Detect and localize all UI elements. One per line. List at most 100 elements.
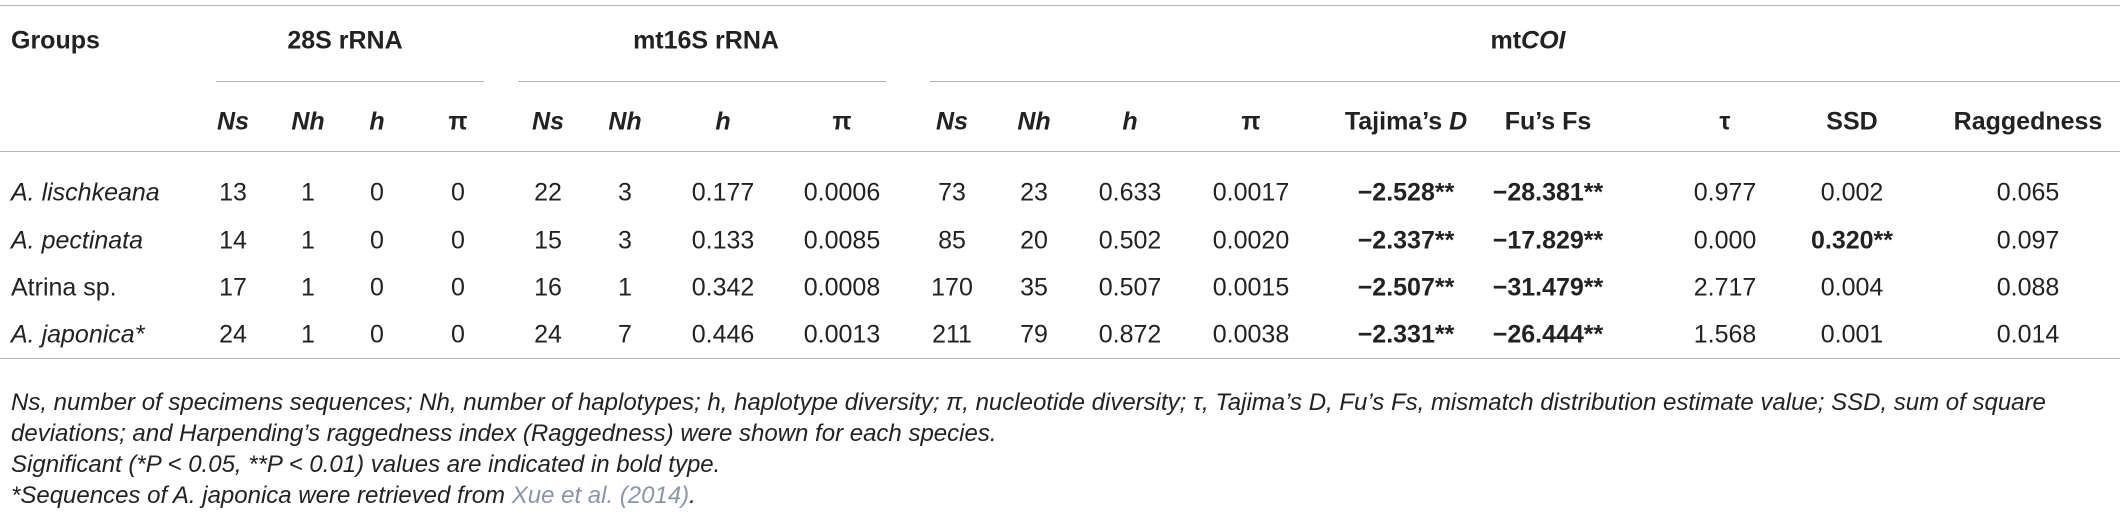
column-header: Tajima’s D: [1345, 108, 1467, 137]
cell: 0.004: [1820, 273, 1884, 302]
rule: [0, 151, 2120, 152]
cell: −31.479**: [1492, 273, 1604, 302]
column-header: π: [448, 108, 467, 137]
column-header: Ns: [936, 108, 968, 137]
cell: 7: [618, 320, 632, 349]
cell: 13: [219, 178, 247, 207]
cell: 14: [219, 226, 247, 255]
footnote-text: Ns, number of specimens sequences; Nh, n…: [11, 389, 2046, 447]
cell: 0.320**: [1810, 226, 1894, 255]
rule: [0, 358, 2120, 359]
cell: 0.0015: [1212, 273, 1290, 302]
cell: 23: [1020, 178, 1048, 207]
cell: 0.001: [1820, 320, 1884, 349]
cell: 0.097: [1996, 226, 2060, 255]
cell: 0.342: [691, 273, 755, 302]
column-header: Nh: [1017, 108, 1050, 137]
column-header: h: [1122, 108, 1137, 137]
cell: 0.0020: [1212, 226, 1290, 255]
column-header: Ns: [217, 108, 249, 137]
cell: 0.633: [1098, 178, 1162, 207]
cell: −2.337**: [1357, 226, 1455, 255]
cell: 0.0017: [1212, 178, 1290, 207]
row-name: Atrina sp.: [11, 273, 117, 302]
column-header: π: [1241, 108, 1260, 137]
groups-header: Groups: [11, 26, 100, 55]
column-header: Nh: [291, 108, 324, 137]
cell: 0.088: [1996, 273, 2060, 302]
text-part: Ns: [217, 107, 249, 136]
text-part: Ns: [936, 107, 968, 136]
cell: 20: [1020, 226, 1048, 255]
column-group-header: mt16S rRNA: [633, 27, 779, 56]
cell: 16: [534, 273, 562, 302]
cell: 0: [370, 320, 384, 349]
cell: 3: [618, 226, 632, 255]
text-part: Raggedness: [1953, 107, 2103, 136]
cell: 35: [1020, 273, 1048, 302]
cell: 0.502: [1098, 226, 1162, 255]
cell: 1: [618, 273, 632, 302]
column-header: h: [369, 108, 384, 137]
column-header: π: [832, 108, 851, 137]
cell: 0.0008: [803, 273, 881, 302]
column-header: τ: [1719, 108, 1730, 137]
cell: 0.002: [1820, 178, 1884, 207]
cell: −26.444**: [1492, 320, 1604, 349]
cell: 0.507: [1098, 273, 1162, 302]
column-header: Ns: [532, 108, 564, 137]
group-rule: [216, 81, 484, 82]
cell: 3: [618, 178, 632, 207]
group-rule: [930, 81, 2120, 82]
text-part: D: [1449, 107, 1468, 136]
cell: 0.000: [1693, 226, 1757, 255]
cell: 0: [370, 226, 384, 255]
rule: [0, 5, 2120, 6]
cell: 0: [451, 178, 465, 207]
cell: 0.872: [1098, 320, 1162, 349]
cell: 22: [534, 178, 562, 207]
cell: 0.0006: [803, 178, 881, 207]
cell: 211: [932, 320, 972, 349]
cell: 15: [534, 226, 562, 255]
text-part: mt16S rRNA: [633, 26, 779, 55]
text-part: Ns: [532, 107, 564, 136]
cell: −2.331**: [1357, 320, 1455, 349]
text-part: SSD: [1826, 107, 1878, 136]
text-part: Nh: [608, 107, 642, 136]
cell: 170: [931, 273, 973, 302]
column-header: Raggedness: [1954, 108, 2103, 137]
text-part: Nh: [291, 107, 325, 136]
citation-link[interactable]: Xue et al. (2014): [511, 482, 690, 509]
footnote: Ns, number of specimens sequences; Nh, n…: [11, 387, 2111, 449]
text-part: h: [715, 107, 731, 136]
text-part: π: [448, 107, 468, 136]
cell: 0.977: [1693, 178, 1757, 207]
cell: 0.177: [691, 178, 755, 207]
row-name: A. pectinata: [11, 226, 144, 255]
column-group-header: mtCOI: [1490, 27, 1565, 56]
text-part: h: [369, 107, 385, 136]
text-part: Fu’s Fs: [1504, 107, 1592, 136]
cell: 0.014: [1996, 320, 2060, 349]
text-part: π: [832, 107, 852, 136]
footnote: *Sequences of A. japonica were retrieved…: [11, 480, 2111, 511]
column-header: Nh: [608, 108, 641, 137]
cell: 1.568: [1693, 320, 1757, 349]
cell: 0: [370, 273, 384, 302]
text-part: τ: [1719, 107, 1731, 136]
cell: 73: [938, 178, 966, 207]
cell: 85: [938, 226, 966, 255]
cell: 0.065: [1996, 178, 2060, 207]
text-part: Tajima’s: [1344, 107, 1450, 136]
cell: 1: [301, 320, 315, 349]
footnote-text: *Sequences of A. japonica were retrieved…: [11, 482, 512, 509]
column-header: Fu’s Fs: [1505, 108, 1592, 137]
cell: 0: [370, 178, 384, 207]
cell: −28.381**: [1492, 178, 1604, 207]
cell: 0: [451, 273, 465, 302]
group-rule: [518, 81, 886, 82]
cell: 1: [301, 226, 315, 255]
footnote: Significant (*P < 0.05, **P < 0.01) valu…: [11, 449, 2111, 480]
cell: 0.0013: [803, 320, 881, 349]
